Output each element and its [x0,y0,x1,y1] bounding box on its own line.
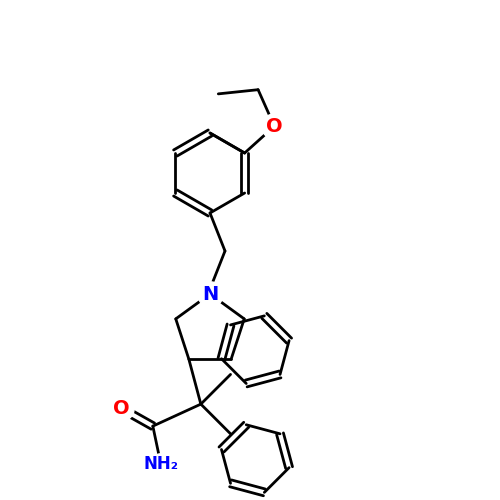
Text: O: O [266,116,282,136]
Text: NH₂: NH₂ [144,455,178,473]
Text: N: N [202,284,218,304]
Text: O: O [112,398,129,417]
